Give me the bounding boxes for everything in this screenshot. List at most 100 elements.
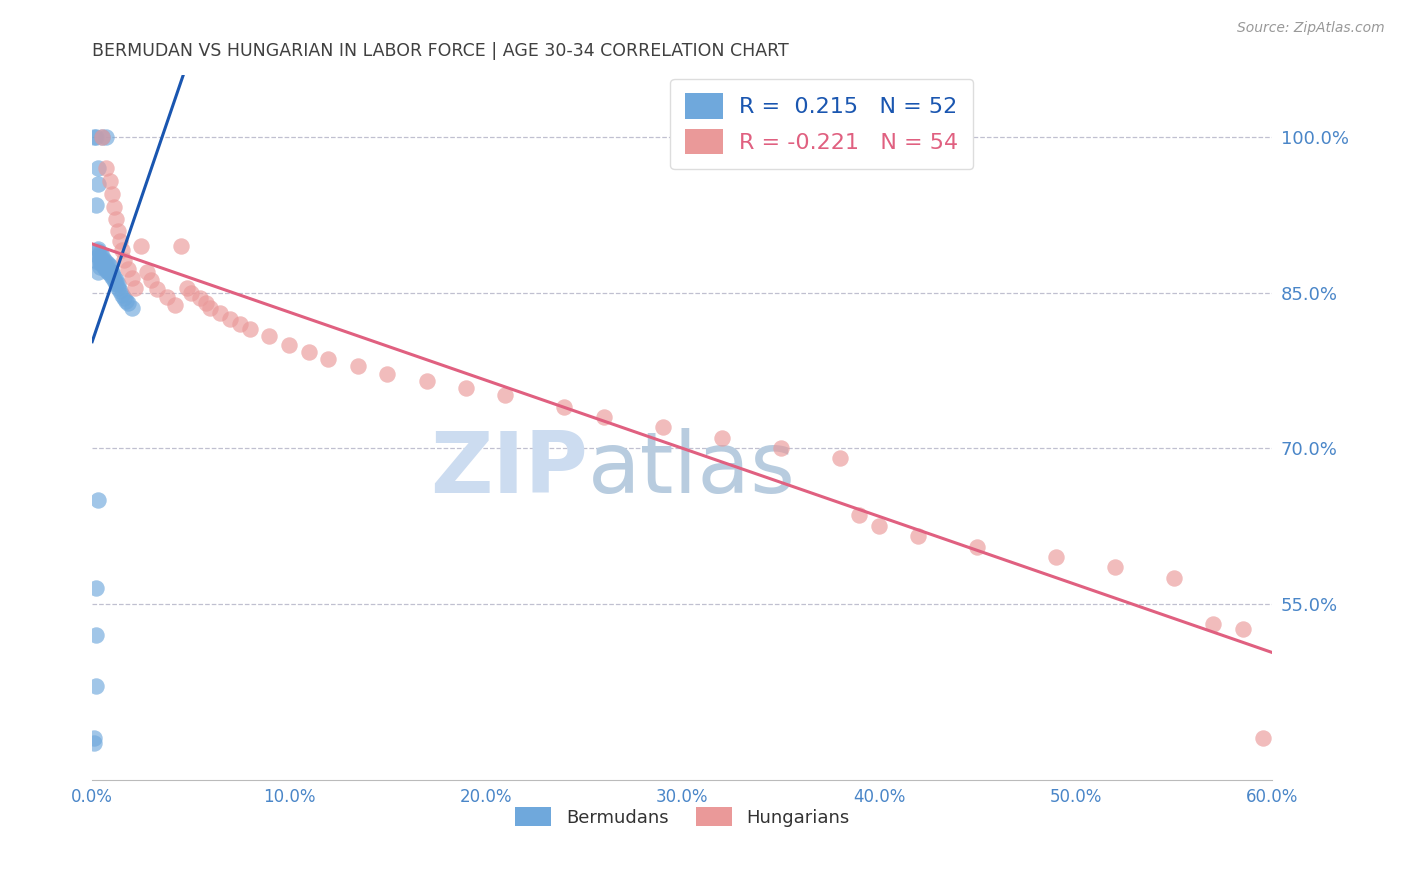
Point — [87, 492, 110, 507]
Point — [107, 277, 129, 292]
Point — [84, 130, 107, 145]
Point — [93, 252, 115, 267]
Point — [868, 518, 890, 533]
Point — [1232, 623, 1254, 637]
Point — [107, 280, 129, 294]
Point — [107, 224, 129, 238]
Point — [190, 291, 212, 305]
Point — [297, 344, 319, 359]
Text: BERMUDAN VS HUNGARIAN IN LABOR FORCE | AGE 30-34 CORRELATION CHART: BERMUDAN VS HUNGARIAN IN LABOR FORCE | A… — [93, 42, 789, 60]
Point — [228, 317, 250, 331]
Point — [111, 288, 134, 302]
Point — [209, 306, 232, 320]
Text: Source: ZipAtlas.com: Source: ZipAtlas.com — [1237, 21, 1385, 35]
Point — [553, 400, 575, 414]
Point — [104, 212, 127, 227]
Point — [651, 420, 673, 434]
Point — [87, 244, 110, 259]
Point — [592, 410, 614, 425]
Point — [141, 273, 163, 287]
Point — [103, 200, 125, 214]
Point — [89, 252, 111, 266]
Point — [103, 273, 125, 287]
Text: atlas: atlas — [588, 428, 796, 511]
Point — [117, 261, 139, 276]
Point — [103, 270, 125, 285]
Point — [83, 731, 105, 746]
Point — [94, 263, 117, 277]
Point — [316, 352, 339, 367]
Point — [180, 285, 202, 300]
Point — [101, 267, 124, 281]
Point — [346, 359, 368, 374]
Point — [87, 177, 110, 191]
Point — [257, 329, 280, 343]
Point — [156, 290, 179, 304]
Point — [89, 246, 111, 260]
Point — [98, 267, 121, 281]
Point — [1163, 571, 1185, 585]
Point — [97, 257, 120, 271]
Point — [277, 337, 299, 351]
Point — [104, 277, 127, 292]
Point — [97, 265, 120, 279]
Point — [112, 252, 135, 267]
Point — [375, 367, 398, 381]
Point — [101, 187, 124, 202]
Point — [84, 581, 107, 595]
Point — [91, 257, 114, 271]
Point — [89, 260, 111, 274]
Point — [111, 244, 134, 258]
Point — [200, 301, 222, 316]
Point — [112, 291, 135, 305]
Point — [87, 161, 110, 176]
Point — [98, 174, 121, 188]
Point — [769, 441, 792, 455]
Point — [176, 280, 198, 294]
Point — [124, 280, 146, 294]
Point — [114, 293, 136, 308]
Point — [83, 736, 105, 750]
Point — [84, 679, 107, 693]
Point — [83, 130, 105, 145]
Legend: Bermudans, Hungarians: Bermudans, Hungarians — [508, 800, 856, 834]
Point — [98, 259, 121, 273]
Point — [170, 239, 193, 253]
Point — [415, 374, 437, 388]
Point — [1045, 549, 1067, 564]
Point — [108, 284, 131, 298]
Point — [131, 239, 153, 253]
Point — [87, 265, 110, 279]
Point — [101, 270, 124, 285]
Point — [966, 540, 988, 554]
Point — [218, 311, 240, 326]
Point — [828, 451, 851, 466]
Point — [94, 130, 117, 145]
Point — [121, 301, 143, 316]
Point — [163, 298, 186, 312]
Point — [454, 381, 477, 395]
Point — [97, 261, 120, 276]
Point — [1251, 731, 1274, 746]
Point — [91, 252, 114, 267]
Point — [87, 250, 110, 264]
Point — [101, 265, 124, 279]
Point — [94, 161, 117, 176]
Point — [93, 260, 115, 274]
Point — [710, 431, 733, 445]
Point — [136, 265, 159, 279]
Point — [104, 273, 127, 287]
Point — [91, 130, 114, 145]
Point — [146, 282, 169, 296]
Point — [117, 296, 139, 310]
Point — [89, 254, 111, 268]
Point — [1104, 560, 1126, 574]
Point — [84, 197, 107, 211]
Point — [195, 296, 218, 310]
Point — [91, 130, 114, 145]
Point — [94, 254, 117, 268]
Point — [907, 529, 929, 543]
Point — [1202, 617, 1225, 632]
Point — [93, 257, 115, 271]
Point — [494, 388, 516, 402]
